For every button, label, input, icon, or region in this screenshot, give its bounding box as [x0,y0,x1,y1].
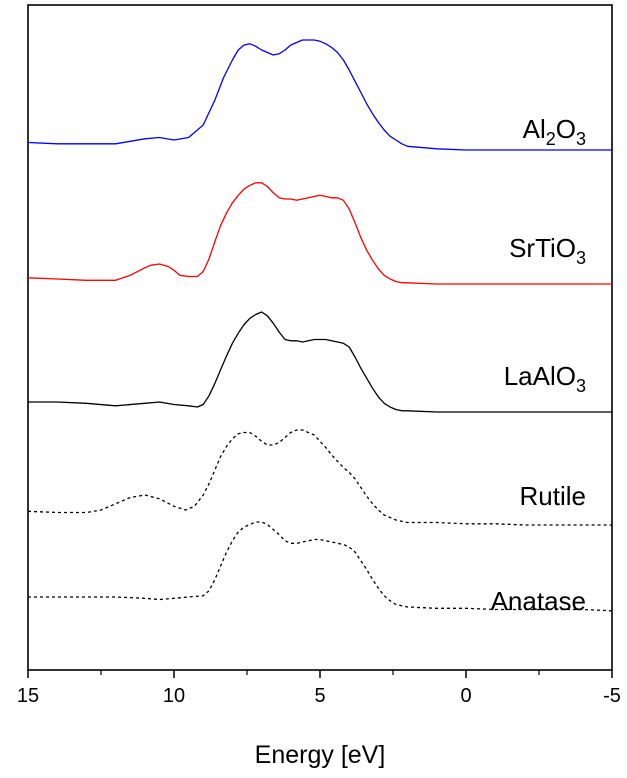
series-label-part: 2 [546,129,556,149]
series-label-part: LaAlO [504,361,576,391]
series-label-srtio3: SrTiO3 [509,233,586,268]
series-line-srtio3 [27,182,612,285]
x-tick-label: -5 [603,685,621,707]
series-line-rutile [27,429,612,526]
series-line-al2o3 [27,39,612,151]
x-tick-label: 10 [163,685,185,707]
series-label-laalo3: LaAlO3 [504,361,586,396]
x-tick-label: 5 [314,685,325,707]
series-label-part: Al [523,114,546,144]
series-label-part: Anatase [491,586,586,616]
series-line-anatase [28,521,613,612]
series-label-part: SrTiO [509,233,576,263]
series-line-laalo3 [28,311,612,413]
series-label-part: 3 [576,129,586,149]
x-tick-label: 15 [17,685,39,707]
plot-frame [27,4,613,671]
series-label-part: 3 [576,248,586,268]
x-ticks: 15 10 5 0 -5 [17,670,621,707]
x-axis-label: Energy [eV] [255,741,386,769]
series-label-al2o3: Al2O3 [523,114,586,149]
series-label-part: Rutile [520,481,586,511]
series-label-anatase: Anatase [491,586,586,616]
series-lines [27,39,613,612]
series-label-rutile: Rutile [520,481,586,511]
x-tick-label: 0 [460,685,471,707]
series-label-part: 3 [576,376,586,396]
series-label-part: O [556,114,576,144]
